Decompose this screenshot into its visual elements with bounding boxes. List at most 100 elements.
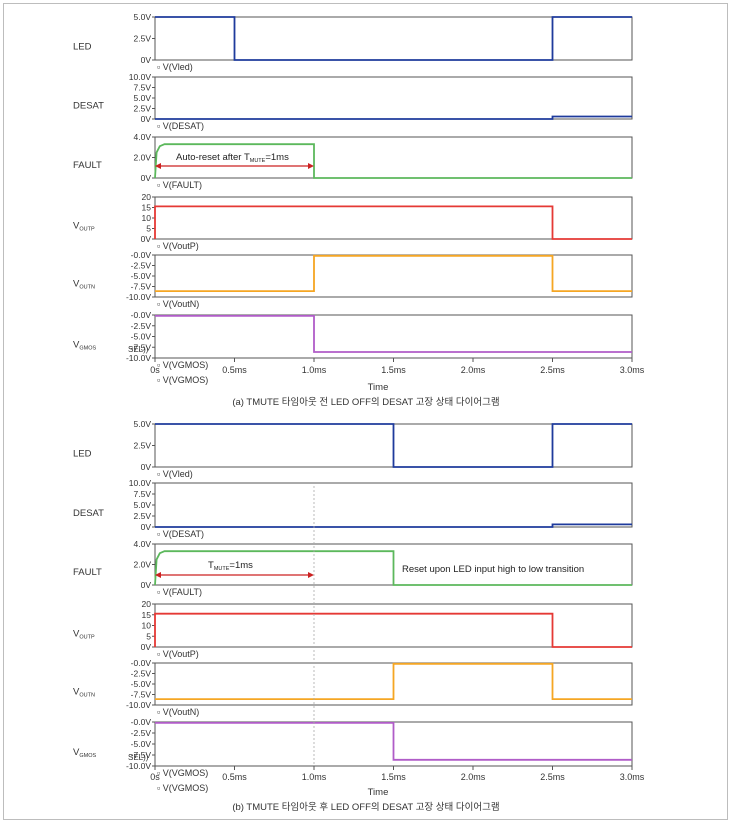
trace-label: ▫ V(VGMOS) — [157, 783, 208, 793]
y-tick-label: -7.5V — [131, 342, 152, 352]
waveform-line — [155, 115, 632, 120]
y-tick-label: 5.0V — [134, 12, 152, 22]
sel-label: SEL)) — [128, 753, 149, 762]
signal-label: VGMOS — [73, 339, 96, 351]
tmute-arrow-head-left — [155, 572, 161, 578]
y-tick-label: 5.0V — [134, 93, 152, 103]
y-tick-label: 0V — [141, 580, 152, 590]
panel-vvoutn: -0.0V-2.5V-5.0V-7.5V-10.0V ▫ V(VoutN) VOUT… — [73, 250, 633, 309]
trace-label: ▫ V(VGMOS) — [157, 360, 208, 370]
panel-vfault: 4.0V 2.0V 0V ▫ V(FAULT) FAULT — [73, 539, 633, 597]
signal-label: LED — [73, 448, 92, 459]
panel-frame — [154, 196, 633, 240]
trace-label: ▫ V(VoutP) — [157, 649, 199, 659]
panel-frame — [154, 603, 633, 648]
x-tick-label: 1.5ms — [381, 365, 406, 375]
signal-label: VOUTP — [73, 628, 95, 640]
y-tick-label: -2.5V — [131, 728, 152, 738]
y-tick-label: 5 — [146, 631, 151, 641]
x-tick-label: 0s — [150, 365, 160, 375]
y-tick-label: -5.0V — [131, 679, 152, 689]
x-tick-label: 2.0ms — [461, 365, 486, 375]
y-tick-label: -2.5V — [131, 669, 152, 679]
y-tick-label: 10 — [142, 213, 152, 223]
y-tick-label: 2.5V — [134, 441, 152, 451]
y-tick-label: 5 — [146, 224, 151, 234]
y-tick-label: 4.0V — [134, 539, 152, 549]
waveform-line — [154, 550, 632, 586]
y-tick-label: -10.0V — [126, 700, 151, 710]
y-tick-label: 15 — [142, 610, 152, 620]
trace-label: ▫ V(DESAT) — [157, 121, 204, 131]
y-tick-label: 20 — [142, 599, 152, 609]
x-tick-label: 1.0ms — [302, 772, 327, 782]
y-tick-label: -7.5V — [131, 690, 152, 700]
tmute-annotation: TMUTE=1ms — [208, 560, 253, 572]
panel-vfault: 4.0V 2.0V 0V ▫ V(FAULT) FAULT — [73, 132, 633, 190]
x-tick-label: 1.5ms — [381, 772, 406, 782]
y-tick-label: -7.5V — [131, 282, 152, 292]
y-tick-label: 10.0V — [129, 72, 152, 82]
y-tick-label: 7.5V — [134, 83, 152, 93]
trace-label: ▫ V(VGMOS) — [157, 768, 208, 778]
y-tick-label: 15 — [142, 203, 152, 213]
y-tick-label: 0V — [141, 642, 152, 652]
y-tick-label: 5.0V — [134, 500, 152, 510]
x-tick-label: 3.0ms — [620, 772, 645, 782]
y-tick-label: 20 — [142, 192, 152, 202]
waveform-line — [154, 143, 632, 179]
y-tick-label: -5.0V — [131, 739, 152, 749]
tmute-arrow-head-right — [308, 572, 314, 578]
panel-frame — [154, 76, 633, 120]
y-tick-label: 2.5V — [134, 104, 152, 114]
signal-label: VOUTN — [73, 279, 95, 291]
waveform-line — [155, 315, 632, 353]
signal-label: DESAT — [73, 508, 104, 519]
trace-label: ▫ V(VoutN) — [157, 707, 199, 717]
y-tick-label: 5.0V — [134, 419, 152, 429]
trace-label: ▫ V(Vled) — [157, 469, 193, 479]
y-tick-label: -7.5V — [131, 750, 152, 760]
panel-vvgmos: -0.0V-2.5V-5.0V-7.5V-10.0V ▫ V(VGMOS) VGMO… — [73, 310, 633, 370]
y-tick-label: 10.0V — [129, 478, 152, 488]
figure-caption: (b) TMUTE 타임아웃 후 LED OFF의 DESAT 고장 상태 다이… — [232, 801, 499, 813]
y-tick-label: 0V — [141, 522, 152, 532]
signal-label: FAULT — [73, 160, 102, 171]
y-tick-label: 2.0V — [134, 560, 152, 570]
trace-label: ▫ V(FAULT) — [157, 587, 202, 597]
x-tick-label: 0.5ms — [222, 365, 247, 375]
y-tick-label: 2.5V — [134, 511, 152, 521]
y-tick-label: -5.0V — [131, 271, 152, 281]
x-tick-label: 2.5ms — [540, 772, 565, 782]
reset-note: Reset upon LED input high to low transit… — [402, 564, 584, 575]
trace-label: ▫ V(FAULT) — [157, 180, 202, 190]
x-tick-label: 3.0ms — [620, 365, 645, 375]
panel-frame — [154, 482, 633, 528]
tmute-annotation: Auto-reset after TMUTE=1ms — [176, 152, 289, 164]
sel-label: SEL)) — [128, 345, 149, 354]
figure-frame — [3, 3, 728, 820]
trace-label: ▫ V(VoutP) — [157, 241, 199, 251]
tmute-arrow-head-right — [308, 163, 314, 169]
y-tick-label: 2.0V — [134, 153, 152, 163]
y-tick-label: 4.0V — [134, 132, 152, 142]
panel-frame — [154, 16, 633, 61]
panel-vvoutn: -0.0V-2.5V-5.0V-7.5V-10.0V ▫ V(VoutN) VOUT… — [73, 658, 633, 717]
y-tick-label: -10.0V — [126, 761, 151, 771]
y-tick-label: 0V — [141, 173, 152, 183]
waveform-line — [155, 254, 632, 292]
signal-label: LED — [73, 41, 92, 52]
waveform-line — [154, 612, 632, 648]
signal-label: VOUTP — [73, 221, 95, 233]
y-tick-label: -2.5V — [131, 321, 152, 331]
signal-label: VGMOS — [73, 747, 96, 759]
y-tick-label: -0.0V — [131, 250, 152, 260]
y-tick-label: 2.5V — [134, 34, 152, 44]
